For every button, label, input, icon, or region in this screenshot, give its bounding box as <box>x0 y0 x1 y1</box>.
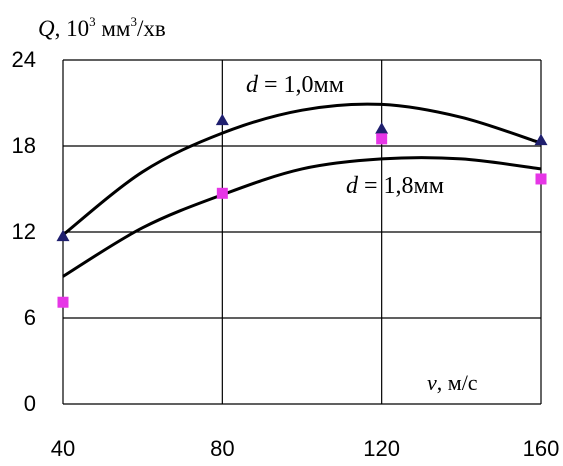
y-axis-label: Q, 103 мм3/хв <box>38 14 166 41</box>
x-tick-label-3: 160 <box>523 436 560 461</box>
series-0-point-0 <box>56 229 70 242</box>
x-tick-label-2: 120 <box>363 436 400 461</box>
series-1-curve <box>62 156 542 278</box>
series-1-point-2 <box>376 133 388 145</box>
series-0-curve <box>62 102 542 237</box>
series-0-point-2 <box>375 122 389 134</box>
series-1-point-0 <box>57 296 69 308</box>
series-0-point-3 <box>534 133 548 146</box>
series-1-point-1 <box>216 187 228 199</box>
y-tick-label-2: 12 <box>12 219 36 244</box>
x-tick-label-1: 80 <box>210 436 234 461</box>
series-label-d2: d = 1,8мм <box>346 173 444 199</box>
data-markers <box>56 113 548 308</box>
series-0-point-1 <box>215 113 229 126</box>
y-tick-label-0: 0 <box>24 391 36 416</box>
y-tick-label-1: 6 <box>24 305 36 330</box>
series-1-point-3 <box>535 173 547 185</box>
tick-labels: 40 80 120 160 0 6 12 18 24 <box>12 47 560 461</box>
x-tick-label-0: 40 <box>51 436 75 461</box>
y-tick-label-3: 18 <box>12 133 36 158</box>
fitted-curves <box>62 102 542 278</box>
x-axis-label: v, м/с <box>427 370 478 395</box>
series-label-d1: d = 1,0мм <box>246 72 344 98</box>
y-tick-label-4: 24 <box>12 47 36 72</box>
